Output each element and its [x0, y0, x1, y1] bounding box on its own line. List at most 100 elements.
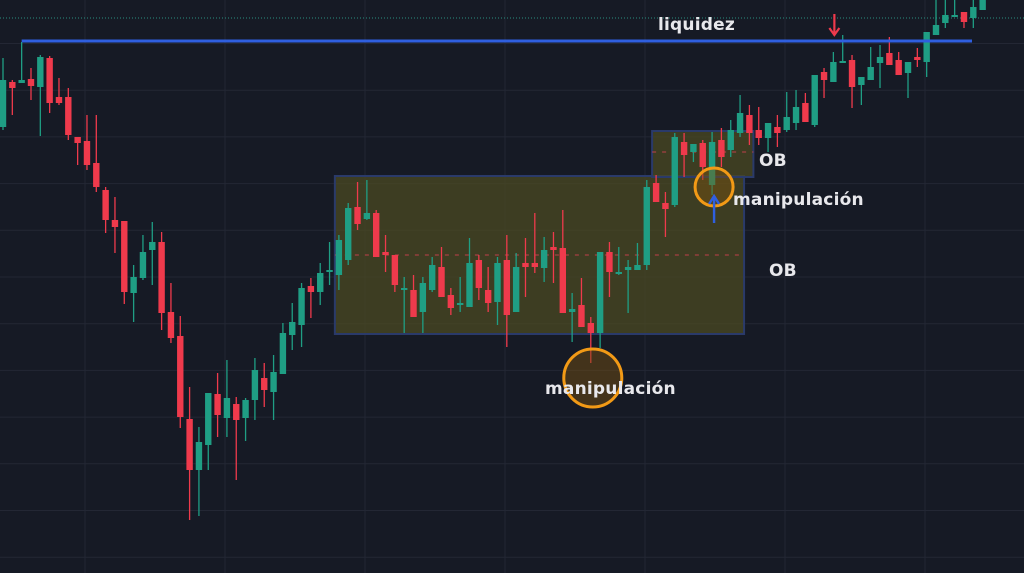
candle-bullish: [37, 57, 44, 87]
candle-bearish: [177, 336, 184, 417]
candle-bearish: [718, 140, 725, 157]
candle-bullish: [942, 15, 949, 23]
manipulation-label-lower: manipulación: [545, 379, 676, 399]
candle-bullish: [708, 142, 716, 185]
candle-bullish: [923, 32, 930, 62]
candle-bullish: [568, 309, 576, 312]
candle-bearish: [503, 260, 511, 315]
candle-bearish: [774, 127, 781, 133]
candle-bullish: [326, 270, 333, 272]
candle-bullish: [130, 277, 137, 293]
candle-bearish: [93, 163, 100, 187]
candle-bearish: [820, 72, 828, 80]
candle-bearish: [680, 142, 688, 155]
candle-bullish: [195, 442, 203, 470]
candle-bearish: [699, 143, 706, 167]
candle-bearish: [652, 183, 660, 202]
candle-bearish: [391, 255, 399, 285]
candle-bullish: [0, 80, 7, 127]
candle-bearish: [848, 60, 856, 87]
candle-bearish: [606, 252, 613, 272]
candle-bearish: [475, 260, 483, 288]
candle-bearish: [522, 263, 529, 267]
candle-bearish: [158, 242, 165, 313]
candle-bullish: [811, 75, 818, 125]
order-block-label-lower: OB: [769, 261, 797, 281]
candle-bearish: [382, 252, 389, 255]
candle-bearish: [261, 378, 268, 390]
candle-bullish: [456, 303, 464, 305]
candle-bullish: [830, 62, 837, 82]
candle-bearish: [550, 247, 557, 250]
candle-bearish: [65, 97, 72, 135]
candle-bullish: [345, 208, 352, 260]
candle-bullish: [624, 267, 632, 270]
candle-bullish: [317, 273, 324, 292]
candle-bullish: [428, 265, 436, 290]
candle-bearish: [55, 97, 63, 103]
arrow-down-icon: [828, 14, 841, 37]
candle-bullish: [970, 7, 977, 18]
arrow-up-icon: [708, 193, 721, 223]
candle-bullish: [139, 252, 147, 278]
liquidity-label: liquidez: [658, 15, 735, 35]
manipulation-circle: [562, 347, 624, 409]
candle-bullish: [596, 252, 604, 333]
candle-bullish: [242, 400, 249, 418]
candle-bullish: [18, 80, 25, 83]
candle-bullish: [335, 240, 343, 275]
candle-bullish: [643, 187, 650, 265]
candle-bullish: [270, 372, 277, 392]
candle-bearish: [886, 53, 893, 65]
candle-bearish: [531, 263, 539, 267]
candle-bearish: [960, 12, 968, 22]
candle-bearish: [802, 103, 809, 122]
candle-bearish: [27, 79, 35, 86]
candle-bullish: [494, 263, 501, 302]
candle-bullish: [690, 144, 697, 152]
candle-bullish: [792, 107, 800, 123]
candle-bearish: [307, 286, 315, 292]
candle-bearish: [9, 82, 16, 88]
candle-bearish: [662, 203, 669, 209]
candle-bearish: [447, 295, 455, 308]
candle-bearish: [484, 290, 492, 303]
candle-bearish: [559, 248, 566, 313]
candle-bearish: [111, 220, 119, 227]
candle-bearish: [914, 57, 921, 60]
candle-bullish: [298, 288, 305, 325]
order-block-label-upper: OB: [759, 151, 787, 171]
candle-bullish: [289, 322, 296, 335]
candle-bearish: [410, 290, 417, 317]
candle-bullish: [363, 213, 371, 219]
candle-bullish: [671, 137, 678, 205]
candle-bearish: [578, 305, 585, 327]
candle-bullish: [979, 0, 986, 10]
candle-bullish: [149, 242, 156, 250]
candle-bearish: [373, 213, 380, 257]
candle-bullish: [764, 123, 772, 138]
candle-bullish: [251, 370, 259, 400]
candle-bearish: [895, 60, 902, 75]
candle-bearish: [233, 404, 240, 420]
candle-bullish: [783, 117, 790, 130]
candle-bullish: [904, 62, 912, 73]
candle-bearish: [74, 137, 81, 143]
candle-bearish: [167, 312, 175, 338]
candle-bullish: [727, 130, 734, 150]
candle-bullish: [512, 267, 520, 312]
candle-bearish: [46, 58, 53, 103]
candle-bearish: [746, 115, 753, 133]
candle-bullish: [932, 25, 940, 35]
candle-bullish: [839, 61, 846, 63]
candle-bullish: [223, 398, 231, 418]
candle-bullish: [736, 113, 744, 133]
candle-bearish: [214, 394, 221, 415]
candle-bullish: [205, 393, 212, 445]
candle-bearish: [354, 207, 361, 224]
candle-bearish: [121, 221, 128, 292]
candle-bearish: [186, 419, 193, 470]
candle-bearish: [587, 323, 594, 333]
